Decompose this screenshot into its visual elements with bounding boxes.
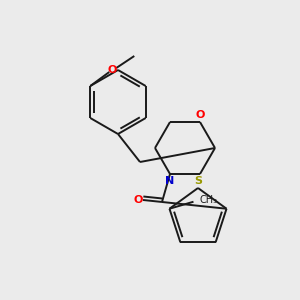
- Text: S: S: [194, 176, 202, 186]
- Text: O: O: [133, 195, 143, 205]
- Text: O: O: [195, 110, 205, 120]
- Text: N: N: [165, 176, 175, 186]
- Text: CH₃: CH₃: [200, 195, 217, 205]
- Text: O: O: [108, 65, 117, 75]
